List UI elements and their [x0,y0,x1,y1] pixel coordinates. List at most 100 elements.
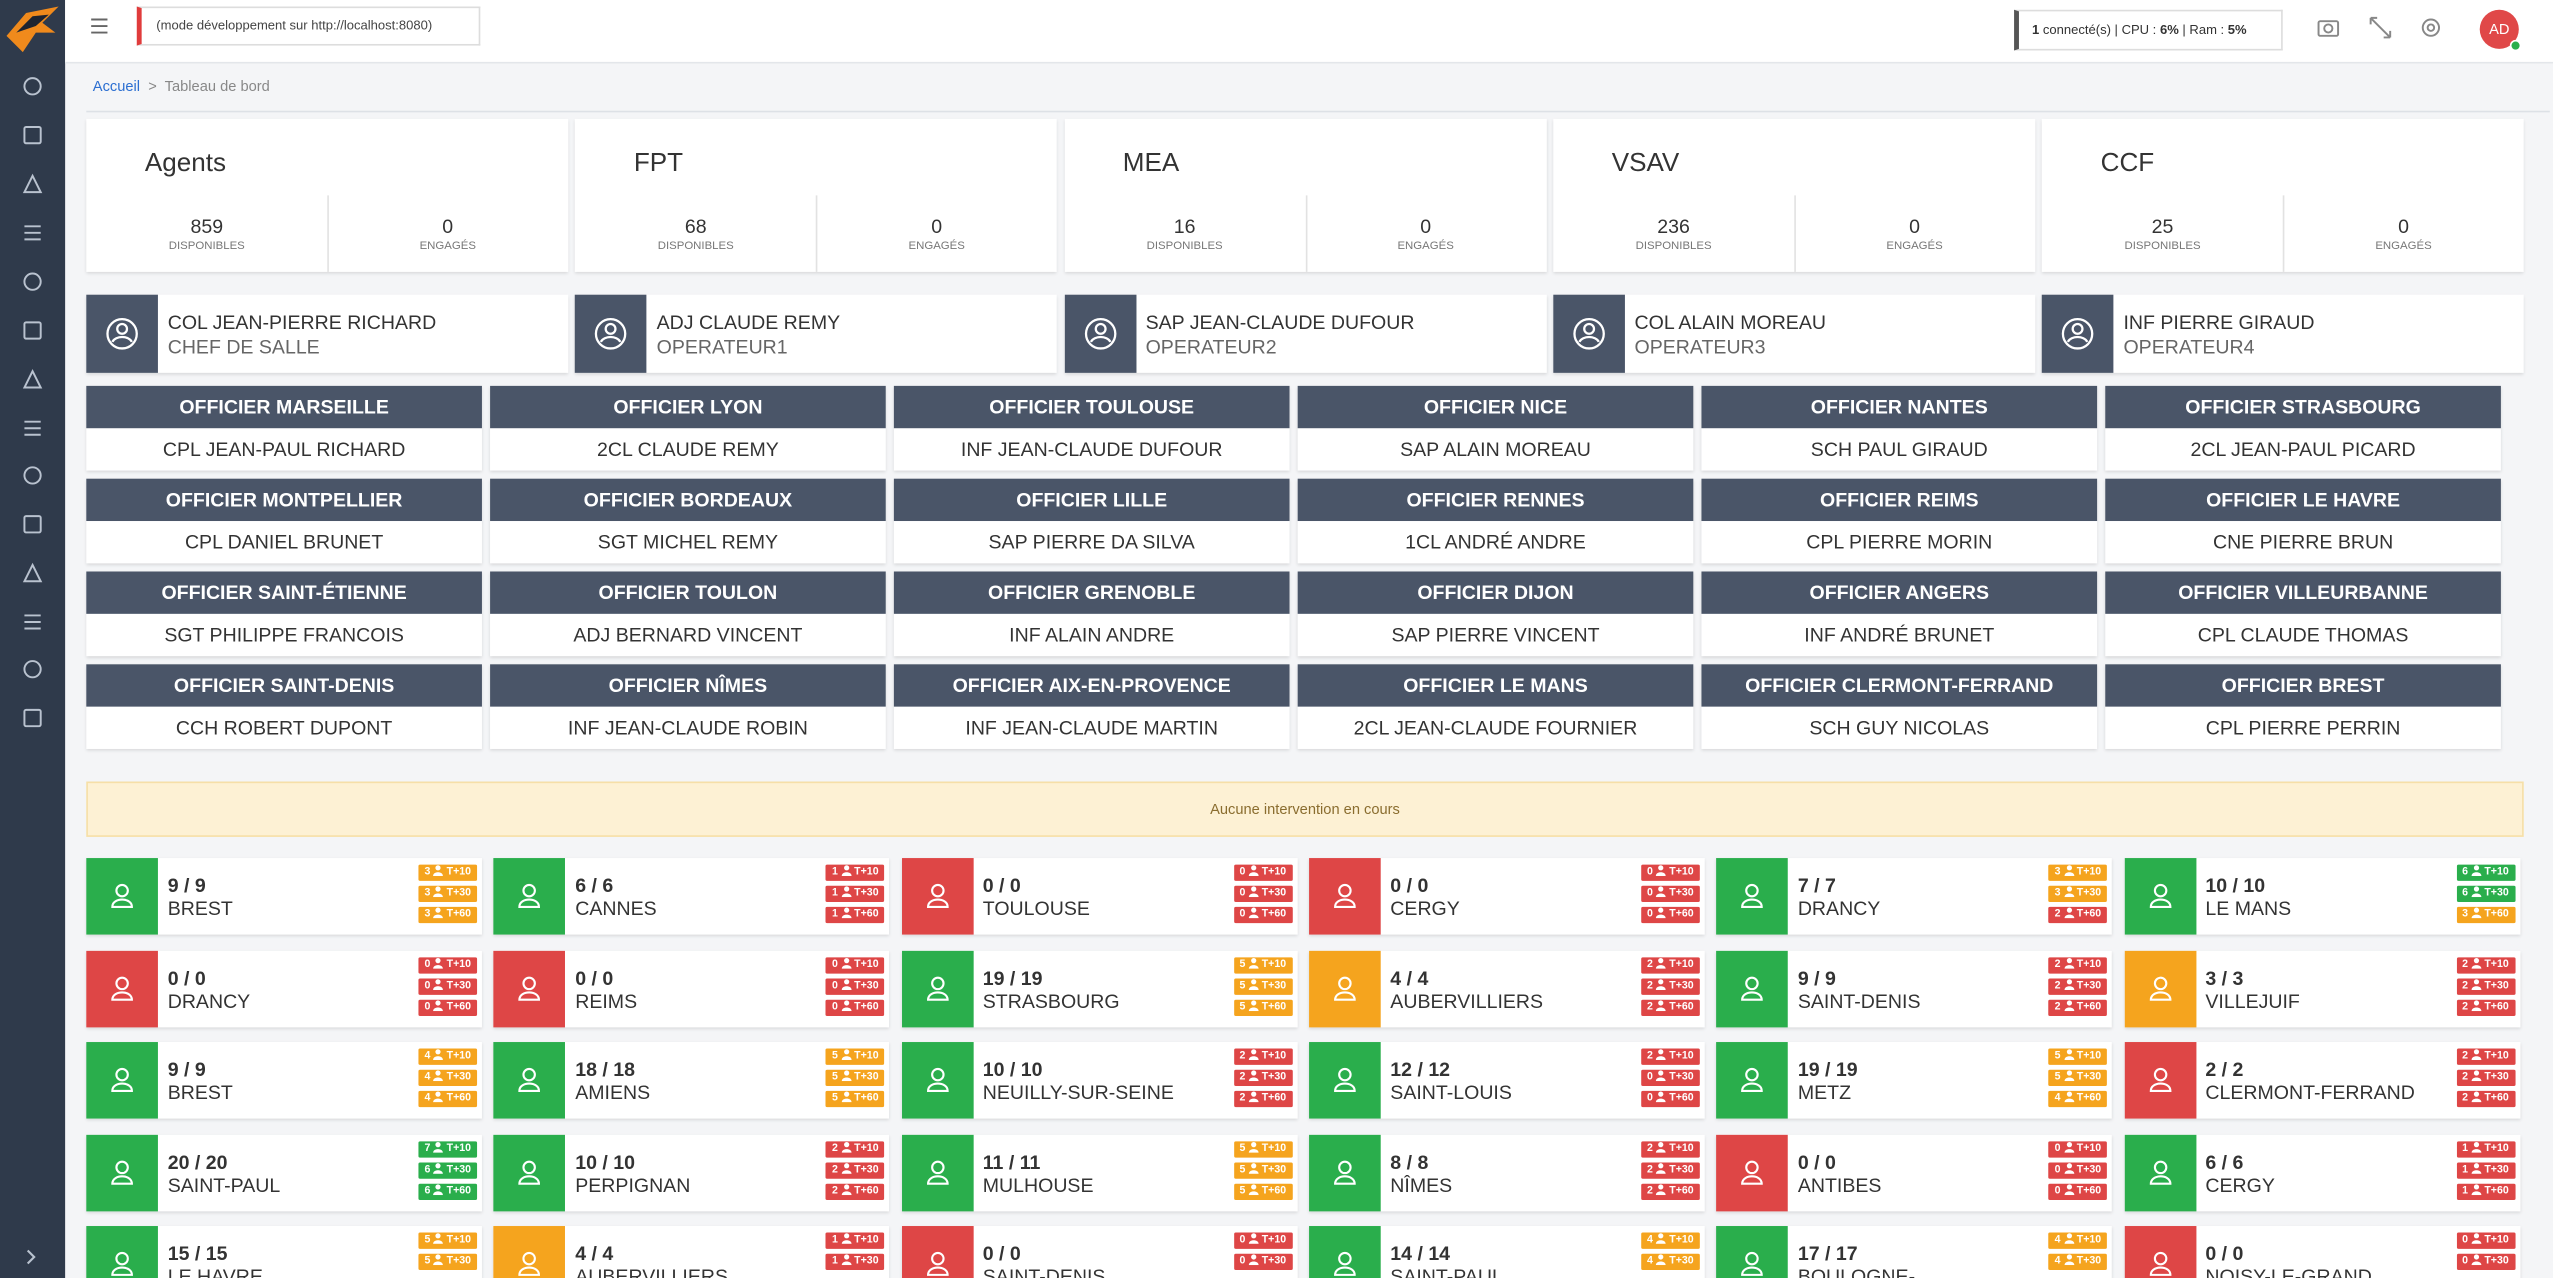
badge-person-icon [2471,1254,2482,1266]
intervention-alert: Aucune intervention en cours [86,781,2524,837]
vehicle-card-header: MEA [1064,119,1546,179]
badge-label: T+60 [2484,1000,2509,1012]
station-card: 2 / 2 CLERMONT-FERRAND 2 T+10 2 T+30 2 T+60 [2123,1042,2520,1119]
station-status [1716,1042,1789,1119]
station-text: 19 / 19 METZ [1798,1058,2042,1104]
station-status [493,1042,566,1119]
badge-count: 5 [1239,979,1246,991]
nav-icon[interactable] [23,272,42,291]
breadcrumb-home[interactable]: Accueil [92,78,141,95]
badge-label: T+10 [2484,1142,2509,1154]
nav-icons[interactable] [22,77,43,728]
station-card: 8 / 8 NÎMES 2 T+10 2 T+30 2 T+60 [1308,1134,1705,1211]
station-card: 20 / 20 SAINT-PAUL 7 T+10 6 T+30 6 T+60 [86,1134,482,1211]
badge-count: 2 [1647,958,1653,970]
nav-icon[interactable] [23,77,42,96]
station-status [1308,1134,1381,1211]
badge-count: 0 [2462,1255,2469,1267]
availability-badge: 2 T+60 [2456,998,2515,1016]
vehicle-name: FPT [633,149,684,178]
station-name: CANNES [575,897,657,920]
badge-count: 2 [831,1184,838,1196]
badge-count: 4 [1647,1255,1653,1267]
badge-label: T+10 [446,866,472,878]
badge-label: T+30 [1669,1163,1694,1175]
station-card: 10 / 10 PERPIGNAN 2 T+10 2 T+30 2 T+60 [493,1134,890,1211]
nav-icon[interactable] [23,660,42,679]
expand-chevron[interactable] [26,1249,36,1265]
badge-count: 2 [2462,958,2469,970]
vehicle-name: CCF [2100,149,2155,178]
availability-badge: 1 T+30 [825,885,885,903]
availability-badge: 0 T+10 [825,956,885,973]
station-name: BREST [167,897,233,920]
availability-badge: 5 T+30 [2048,1069,2108,1087]
officer-card: OFFICIER CLERMONT-FERRAND SCH GUY NICOLAS [1701,664,2098,749]
badge-person-icon [1248,886,1259,898]
station-text: 20 / 20 SAINT-PAUL [168,1150,412,1196]
availability-badge: 2 T+30 [825,1161,885,1178]
station-status [901,1042,973,1119]
station-count: 9 / 9 [167,874,206,898]
availability-badge: 2 T+10 [2048,956,2108,973]
station-icon [1741,1251,1764,1276]
badge-label: T+10 [2484,1050,2509,1062]
station-count: 4 / 4 [575,1242,614,1266]
breadcrumb-current: Tableau de bord [164,78,270,95]
badge-label: T+60 [446,1092,472,1104]
availability-badge: 0 T+60 [1641,1090,1700,1108]
nav-icon[interactable] [22,562,43,583]
badge-person-icon [2063,978,2074,990]
fullscreen-button[interactable] [2369,16,2392,39]
badge-label: T+30 [446,1163,472,1175]
station-card: 9 / 9 BREST 3 T+10 3 T+30 3 T+60 [86,858,482,935]
availability-badge: 2 T+10 [1233,1048,1293,1065]
badge-count: 2 [2054,1000,2061,1012]
badge-label: T+10 [1261,958,1287,970]
availability-badge: 0 T+10 [1233,864,1293,881]
badge-label: T+60 [2484,1184,2509,1196]
station-card: 0 / 0 REIMS 0 T+10 0 T+30 0 T+60 [493,950,890,1027]
availability-badge: 2 T+30 [1233,1069,1293,1087]
nav-icon[interactable] [22,369,43,389]
badge-count: 0 [424,958,431,970]
nav-icon[interactable] [23,321,42,340]
officer-card: OFFICIER SAINT-DENIS CCH ROBERT DUPONT [86,664,482,749]
station-text: 7 / 7 DRANCY [1798,874,2042,920]
badge-count: 2 [2054,958,2061,970]
nav-icon[interactable] [23,466,42,485]
nav-icon[interactable] [24,614,41,630]
nav-icon[interactable] [24,420,41,436]
badge-count: 0 [1239,866,1246,878]
station-icon [1333,1067,1356,1092]
vehicle-icon [2048,121,2095,170]
breadcrumb: Accueil > Tableau de bord [93,78,270,94]
menu-button[interactable] [90,16,110,36]
officer-name: INF JEAN-CLAUDE ROBIN [567,716,808,740]
station-icon [1741,975,1764,1000]
nav-icon[interactable] [23,515,42,534]
badge-label: T+10 [1261,866,1287,878]
divider [86,110,2550,113]
station-count: 7 / 7 [1797,874,1836,898]
officer-card: OFFICIER NANTES SCH PAUL GIRAUD [1701,385,2098,471]
station-name: SAINT-PAUL [1390,1265,1503,1278]
nav-icon[interactable] [23,708,42,728]
engaged: 0 ENGAGÉS [1794,195,2035,272]
station-text: 9 / 9 BREST [168,874,412,920]
availability-badge: 2 T+60 [825,1182,885,1200]
station-text: 14 / 14 SAINT-PAUL [1390,1242,1634,1278]
availability-badge: 3 T+60 [418,906,478,924]
badge-count: 0 [831,1000,838,1012]
officer-name: 2CL CLAUDE REMY [597,437,779,461]
nav-icon[interactable] [23,126,42,145]
badge-person-icon [1656,999,1666,1011]
officer-title: OFFICIER CLERMONT-FERRAND [1701,664,2098,707]
station-icon [1333,1251,1356,1276]
settings-button[interactable] [2421,18,2441,37]
nav-icon[interactable] [24,225,41,241]
staff-icon [1553,294,1625,373]
station-card: 11 / 11 MULHOUSE 5 T+10 5 T+30 5 T+60 [901,1134,1298,1211]
screenshot-button[interactable] [2317,20,2340,37]
nav-icon[interactable] [22,173,43,194]
